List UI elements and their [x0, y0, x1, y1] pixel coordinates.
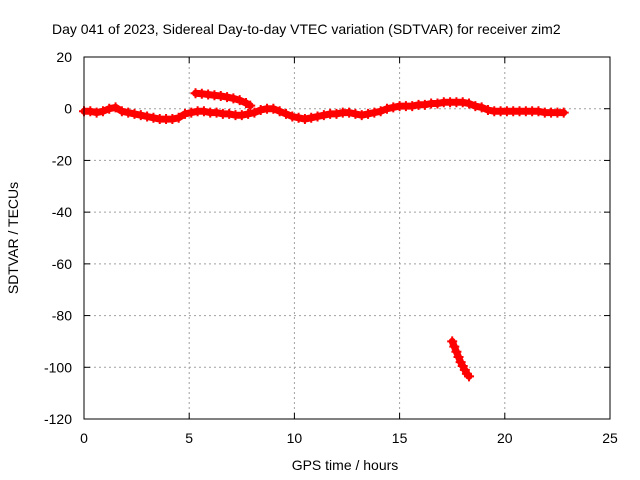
- data-point: [91, 107, 102, 118]
- data-point: [558, 107, 569, 118]
- x-tick-label: 15: [392, 430, 408, 446]
- data-series: [79, 88, 569, 382]
- data-point: [476, 102, 487, 113]
- y-tick-label: -40: [52, 204, 72, 220]
- data-point: [447, 336, 458, 347]
- data-point: [464, 98, 475, 109]
- data-point: [148, 112, 159, 123]
- data-point: [470, 101, 481, 112]
- series-outlier-segment: [447, 336, 475, 382]
- data-point: [482, 105, 493, 116]
- x-tick-label: 0: [80, 430, 88, 446]
- data-point: [312, 111, 323, 122]
- data-point: [293, 112, 304, 123]
- data-point: [331, 108, 342, 119]
- data-point: [104, 103, 115, 114]
- data-point: [306, 112, 317, 123]
- series-upper-segment: [190, 88, 256, 111]
- data-point: [123, 107, 134, 118]
- data-point: [215, 91, 226, 102]
- data-point: [222, 92, 233, 103]
- x-tick-labels: 0 5 10 15 20 25: [80, 430, 618, 446]
- data-point: [228, 93, 239, 104]
- data-point: [234, 95, 245, 106]
- data-point: [432, 98, 443, 109]
- x-tick-label: 10: [287, 430, 303, 446]
- chart-title: Day 041 of 2023, Sidereal Day-to-day VTE…: [52, 21, 561, 37]
- data-point: [464, 371, 475, 382]
- data-point: [198, 106, 209, 117]
- data-point: [255, 105, 266, 116]
- x-axis-label: GPS time / hours: [292, 457, 399, 473]
- data-point: [173, 112, 184, 123]
- data-point: [179, 108, 190, 119]
- data-point: [224, 108, 235, 119]
- data-point: [363, 108, 374, 119]
- y-tick-label: -120: [44, 411, 72, 427]
- data-point: [249, 107, 260, 118]
- data-point: [318, 110, 329, 121]
- data-point: [375, 106, 386, 117]
- data-point: [344, 107, 355, 118]
- y-axis-label: SDTVAR / TECUs: [5, 182, 21, 294]
- y-tick-label: -60: [52, 256, 72, 272]
- data-point: [457, 97, 468, 108]
- data-point: [280, 108, 291, 119]
- data-point: [268, 103, 279, 114]
- plot-frame: [83, 56, 611, 420]
- data-point: [211, 107, 222, 118]
- series-main-trace: [79, 97, 569, 125]
- data-point: [449, 341, 460, 352]
- data-point: [381, 103, 392, 114]
- x-tick-label: 25: [602, 430, 618, 446]
- data-point: [407, 101, 418, 112]
- data-point: [419, 99, 430, 110]
- data-point: [129, 108, 140, 119]
- data-point: [453, 351, 464, 362]
- y-tick-labels: -120 -100 -80 -60 -40 -20 0 20: [44, 49, 72, 427]
- data-point: [135, 110, 146, 121]
- y-tick-label: 20: [56, 49, 72, 65]
- data-point: [533, 106, 544, 117]
- data-point: [245, 100, 256, 111]
- y-tick-label: -100: [44, 359, 72, 375]
- x-tick-label: 20: [497, 430, 513, 446]
- data-point: [110, 102, 121, 113]
- data-point: [451, 346, 462, 357]
- data-point: [236, 110, 247, 121]
- data-point: [142, 111, 153, 122]
- x-tick-label: 5: [185, 430, 193, 446]
- data-point: [356, 110, 367, 121]
- data-point: [85, 106, 96, 117]
- y-tick-label: -80: [52, 308, 72, 324]
- data-point: [287, 111, 298, 122]
- data-point: [350, 108, 361, 119]
- data-point: [243, 108, 254, 119]
- data-point: [116, 106, 127, 117]
- data-point: [186, 107, 197, 118]
- y-tick-label: -20: [52, 152, 72, 168]
- data-point: [299, 114, 310, 125]
- data-point: [97, 106, 108, 117]
- data-point: [167, 114, 178, 125]
- data-point: [369, 107, 380, 118]
- data-point: [388, 102, 399, 113]
- data-point: [274, 106, 285, 117]
- y-tick-label: 0: [64, 101, 72, 117]
